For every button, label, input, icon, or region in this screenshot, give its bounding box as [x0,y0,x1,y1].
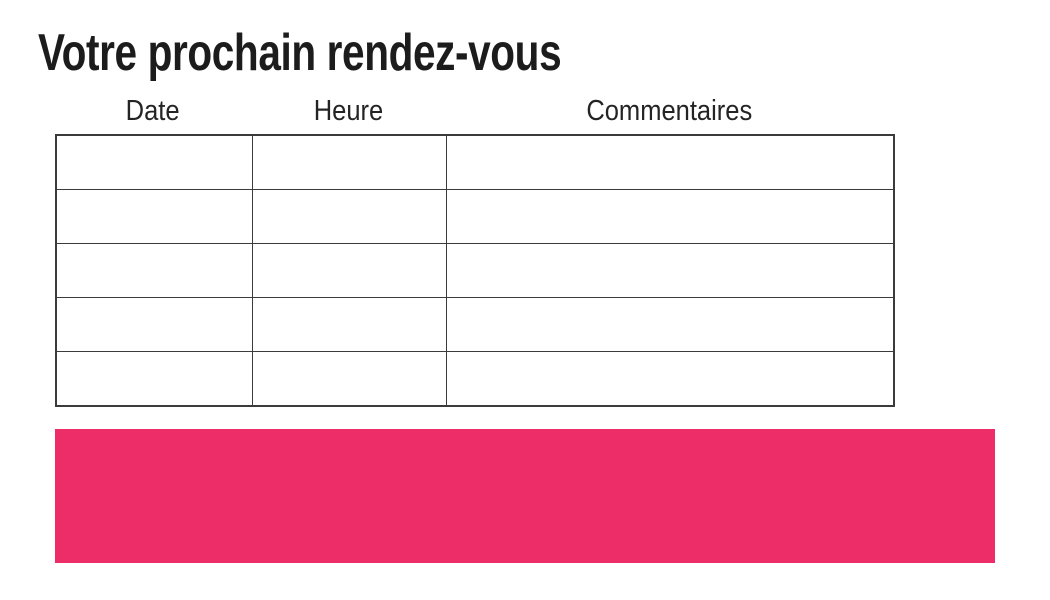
column-header-commentaires: Commentaires [445,95,893,128]
column-header-date: Date [55,95,251,128]
table-row [55,297,895,353]
appointments-table-body [55,134,895,407]
table-cell [55,351,253,407]
table-cell [445,134,895,190]
table-header-row: Date Heure Commentaires [55,92,893,132]
table-row [55,351,895,407]
column-header-commentaires-label: Commentaires [586,95,752,128]
column-header-date-label: Date [126,95,180,128]
column-header-heure-label: Heure [313,95,383,128]
column-header-heure: Heure [251,95,445,128]
table-row [55,134,895,190]
table-cell [55,134,253,190]
table-row [55,188,895,244]
page-title: Votre prochain rendez-vous [38,24,562,82]
table-cell [55,297,253,353]
table-cell [251,351,447,407]
table-cell [251,297,447,353]
table-cell [251,242,447,299]
table-cell [445,351,895,407]
table-row [55,242,895,299]
table-cell [55,188,253,244]
table-cell [55,242,253,299]
highlight-banner [55,429,995,563]
appointments-table [55,134,895,407]
table-cell [445,242,895,299]
table-cell [445,188,895,244]
table-cell [251,134,447,190]
table-cell [251,188,447,244]
table-cell [445,297,895,353]
